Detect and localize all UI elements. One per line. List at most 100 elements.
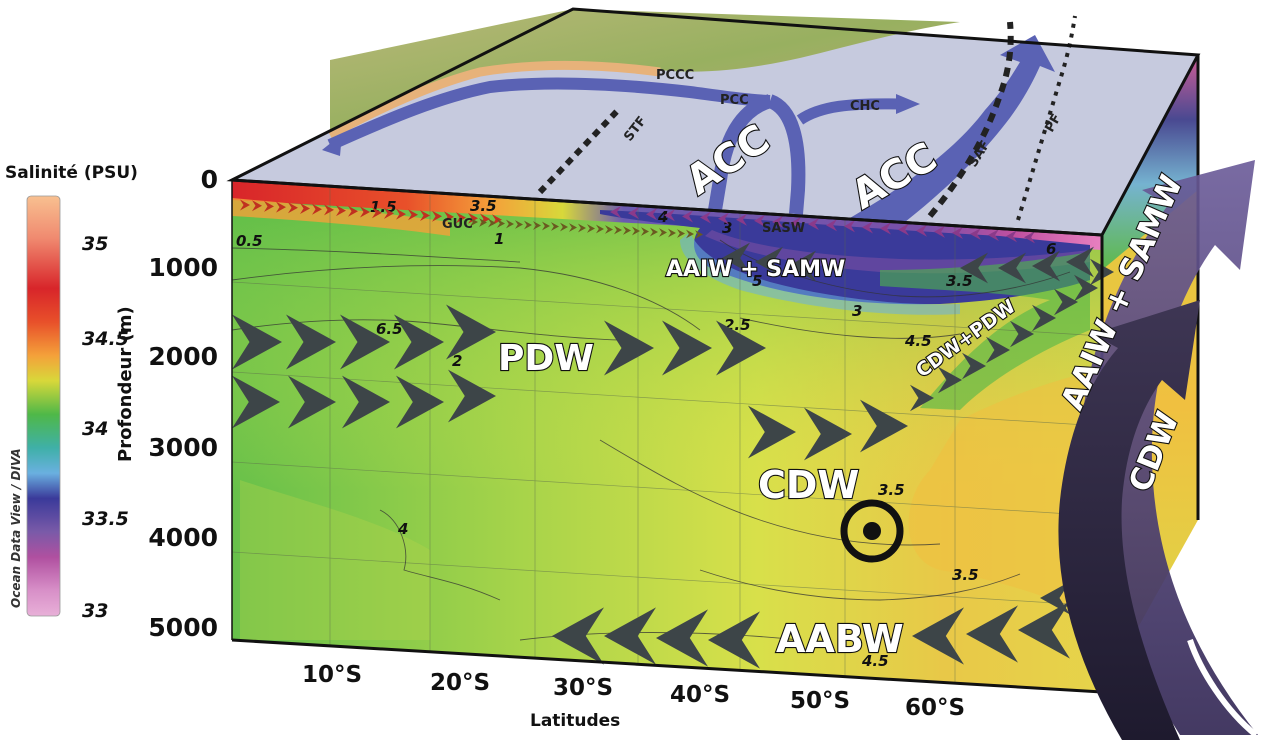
cdw-pdw-chevron	[962, 352, 986, 380]
guc-chevron	[312, 203, 322, 215]
guc-chevron	[578, 223, 586, 233]
guc-chevron	[686, 229, 694, 239]
sasw-chevron	[790, 216, 801, 230]
guc-chevron	[420, 210, 430, 221]
land-mass	[330, 9, 960, 135]
current-acc-branch-1	[708, 94, 773, 212]
sasw-chevron	[808, 218, 819, 231]
isoline-label: 6	[1046, 240, 1056, 258]
sasw-chevron	[700, 211, 711, 224]
guc-chevron	[468, 212, 478, 224]
sasw-chevron	[682, 210, 693, 223]
guc-chevron	[659, 228, 667, 237]
guc-chevron	[252, 200, 262, 212]
sasw-chevron	[772, 215, 783, 228]
guc-chevron	[650, 227, 658, 237]
guc-chevron	[515, 220, 523, 229]
front-stf	[537, 105, 623, 195]
sasw-chevron	[880, 222, 891, 235]
current-chc	[796, 98, 901, 125]
cdw-pdw-chevron	[986, 336, 1010, 364]
pdw-chevron	[286, 314, 336, 370]
sasw-chevron	[934, 225, 945, 238]
pdw-chevron	[804, 407, 852, 461]
salinity-scale: Salinité (PSU) 35 34.5 34 33.5 33 Ocean Data…	[5, 163, 138, 622]
pdw-chevron	[340, 314, 390, 370]
cdw-pdw-chevron	[910, 384, 934, 412]
sasw-chevron	[736, 213, 747, 226]
pdw-chevron	[748, 405, 796, 459]
aabw-chevron	[1018, 601, 1070, 659]
latitude-tick: 30°S	[553, 675, 613, 701]
label-cdw: CDW	[758, 463, 859, 507]
label-aabw: AABW	[776, 617, 904, 661]
pdw-chevron	[860, 399, 908, 453]
pdw-chevron	[394, 314, 444, 370]
isoline-label: 3	[722, 219, 732, 237]
aabw-chevron	[708, 611, 760, 669]
sasw-chevron	[610, 205, 621, 219]
guc-chevron	[276, 201, 286, 213]
cdw-pdw-chevron	[938, 366, 962, 394]
out-of-page-symbol	[840, 499, 904, 563]
sasw-chevron	[826, 219, 837, 232]
front-saf	[927, 21, 1014, 218]
guc-chevron	[372, 207, 382, 219]
guc-chevron	[542, 221, 550, 231]
sasw-chevron	[718, 212, 729, 225]
sasw-chevron	[754, 214, 765, 227]
guc-chevron	[524, 220, 532, 230]
sasw-chevron	[1006, 230, 1017, 243]
aaiw-chevron	[755, 246, 783, 278]
guc-chevron	[384, 207, 394, 219]
guc-chevron	[596, 224, 604, 234]
pdw-chevron	[232, 375, 280, 429]
sasw-chevron	[916, 224, 927, 237]
guc-chevron	[497, 219, 505, 228]
sasw-chevron	[952, 226, 963, 239]
guc-chevron	[336, 205, 346, 217]
depth-axis-label: Profondeur (m)	[115, 306, 136, 462]
isoline-label: 3.5	[952, 566, 979, 584]
scale-title: Salinité (PSU)	[5, 163, 138, 183]
current-chc-head	[896, 94, 920, 114]
aabw-chevron	[656, 609, 708, 667]
guc-chevron	[605, 225, 613, 234]
pdw-chevron	[342, 375, 390, 429]
sasw-chevron	[862, 221, 873, 234]
depth-axis: 0 1000 2000 3000 4000 5000	[148, 165, 218, 642]
scale-ticks: 35 34.5 34 33.5 33	[82, 233, 129, 622]
current-pcc	[327, 77, 771, 151]
label-aaiw-samw: AAIW + SAMW	[666, 257, 845, 282]
label-sasw: SASW	[762, 221, 805, 236]
sasw-chevron	[628, 207, 639, 220]
depth-tick: 3000	[148, 433, 218, 462]
scale-bar	[26, 195, 61, 617]
isoline-label: 3.5	[946, 272, 973, 290]
depth-tick: 0	[201, 165, 218, 194]
scale-tick: 34.5	[82, 328, 129, 350]
depth-tick: 1000	[148, 253, 218, 282]
guc-chevron	[470, 217, 478, 227]
label-pdw: PDW	[498, 338, 594, 379]
sasw-chevron	[664, 209, 675, 222]
scale-tick: 34	[82, 418, 108, 440]
depth-tick: 4000	[148, 523, 218, 552]
aaiw-chevron	[1032, 250, 1060, 282]
label-chc: CHC	[850, 99, 880, 114]
guc-chevron	[396, 208, 406, 220]
pdw-chevron	[604, 320, 654, 376]
cdw-pdw-chevron	[1054, 288, 1078, 316]
guc-chevron	[300, 203, 310, 214]
label-pcc: PCC	[720, 93, 749, 108]
scale-tick: 33	[82, 600, 108, 622]
latitude-tick: 10°S	[302, 662, 362, 688]
latitude-tick: 50°S	[790, 688, 850, 714]
latitude-tick: 60°S	[905, 695, 965, 721]
sasw-chevron	[898, 223, 909, 236]
pdw-chevron	[662, 320, 712, 376]
aabw-chevron	[912, 607, 964, 665]
pdw-chevron	[288, 375, 336, 429]
aabw-chevron	[1040, 581, 1070, 615]
